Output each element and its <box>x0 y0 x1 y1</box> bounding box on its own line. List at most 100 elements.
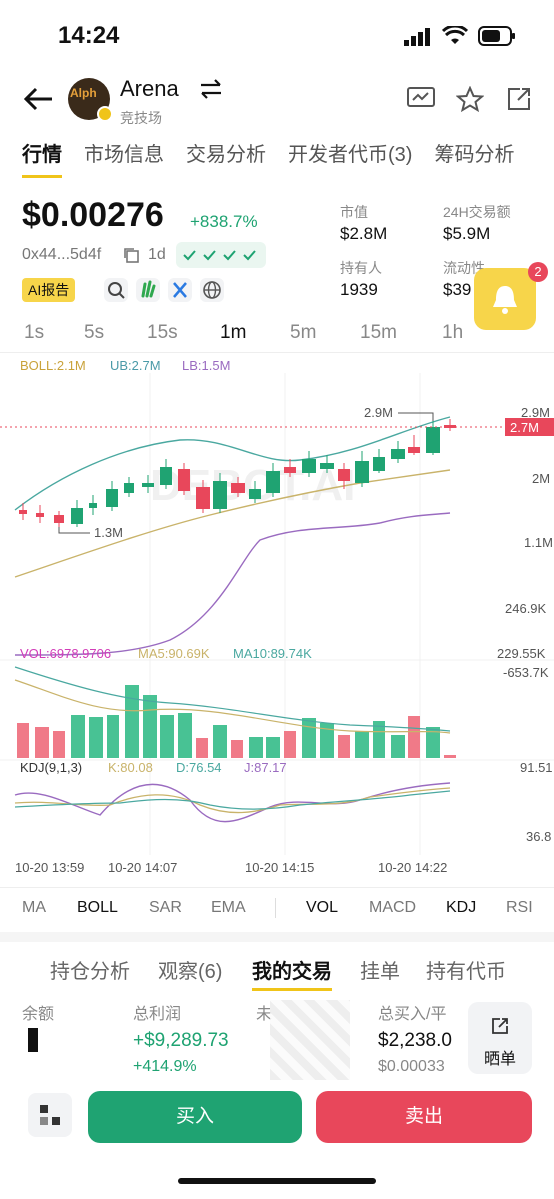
balance-label: 余额 <box>22 1006 55 1023</box>
total-buy-label: 总买入/平 <box>378 1006 447 1023</box>
buy-button[interactable]: 买入 <box>88 1091 302 1143</box>
more-button[interactable] <box>28 1093 72 1137</box>
tab-dev-tokens[interactable]: 开发者代币(3) <box>288 144 413 166</box>
indicator-ema[interactable]: EMA <box>211 899 246 916</box>
indicator-kdj[interactable]: KDJ <box>446 899 477 916</box>
tab-chip-analysis[interactable]: 筹码分析 <box>434 144 515 166</box>
indicator-boll[interactable]: BOLL <box>77 899 118 916</box>
main-tabs: 行情 市场信息 交易分析 开发者代币(3) 筹码分析 <box>0 138 554 180</box>
price-axis-1: 2.9M <box>521 405 550 420</box>
search-icon[interactable] <box>104 278 128 302</box>
swap-icon[interactable] <box>198 78 224 105</box>
unrealized-label: 未 <box>256 1006 273 1023</box>
bell-icon <box>493 286 517 314</box>
external-link-icon <box>492 1018 508 1034</box>
indicator-divider <box>275 898 276 918</box>
total-buy-value: $2,238.0 <box>378 1030 452 1051</box>
kdj-axis-bottom: 36.8 <box>526 829 551 844</box>
kdj-j-label: J:87.17 <box>244 760 287 775</box>
price-change: +838.7% <box>190 212 258 231</box>
liquidity-value: $39 <box>443 280 472 299</box>
contract-address[interactable]: 0x44...5d4f <box>22 246 102 263</box>
price-axis-4: 246.9K <box>505 601 547 616</box>
kdj-d-label: D:76.54 <box>176 760 222 775</box>
time-axis-2: 10-20 14:07 <box>108 860 177 875</box>
wifi-icon <box>441 24 469 51</box>
ai-report-label: AI报告 <box>28 282 70 298</box>
chart-svg: BOLL:2.1M UB:2.7M LB:1.5M DEBOT.AI <box>0 358 554 875</box>
interval-1s[interactable]: 1s <box>24 322 45 343</box>
status-time: 14:24 <box>58 22 120 49</box>
price-axis-5: -653.7K <box>503 665 549 680</box>
share-trade-label: 晒单 <box>483 1051 516 1068</box>
tab-market[interactable]: 行情 <box>22 138 62 178</box>
pnl-percent: +414.9% <box>133 1058 197 1075</box>
indicator-rsi[interactable]: RSI <box>506 899 533 916</box>
interval-5s[interactable]: 5s <box>84 322 105 343</box>
notification-badge: 2 <box>528 262 548 282</box>
star-icon[interactable] <box>455 85 485 117</box>
unrealized-redacted <box>270 1000 350 1080</box>
share-trade-button[interactable]: 晒单 <box>468 1002 532 1074</box>
tab-my-trades[interactable]: 我的交易 <box>252 955 332 991</box>
copy-icon[interactable] <box>122 246 140 269</box>
time-axis-3: 10-20 14:15 <box>245 860 314 875</box>
tab-market-info[interactable]: 市场信息 <box>84 144 164 166</box>
interval-1m[interactable]: 1m <box>220 322 247 343</box>
globe-icon[interactable] <box>200 278 224 302</box>
low-marker: 1.3M <box>94 525 123 540</box>
notification-button[interactable] <box>474 268 536 330</box>
action-bar: 买入 卖出 <box>0 1085 554 1155</box>
tab-holdings[interactable]: 持有代币 <box>426 961 506 983</box>
interval-1h[interactable]: 1h <box>442 322 464 343</box>
volume-value: $5.9M <box>443 224 491 243</box>
kdj-axis-top: 91.51 <box>520 760 553 775</box>
token-price: $0.00276 <box>22 196 164 234</box>
vol-axis: 229.55K <box>497 646 546 661</box>
avg-price-value: $0.00033 <box>378 1058 445 1075</box>
high-marker: 2.9M <box>364 405 393 420</box>
indicator-sar[interactable]: SAR <box>149 899 182 916</box>
vol-ma10-label: MA10:89.74K <box>233 646 312 661</box>
verified-badge-icon <box>97 106 113 122</box>
header: Alph Arena 竞技场 <box>0 70 554 130</box>
x-twitter-icon[interactable] <box>168 278 192 302</box>
interval-5m[interactable]: 5m <box>290 322 317 343</box>
boll-label: BOLL:2.1M <box>20 358 86 373</box>
grid-icon <box>40 1105 60 1125</box>
signal-icon <box>404 28 432 46</box>
token-subtitle: 竞技场 <box>120 110 162 126</box>
indicator-macd[interactable]: MACD <box>369 899 417 916</box>
security-checks <box>176 242 266 268</box>
candles <box>19 413 456 527</box>
interval-15s[interactable]: 15s <box>147 322 178 343</box>
balance-redacted <box>28 1028 38 1052</box>
token-age: 1d <box>148 246 166 263</box>
price-axis-3: 1.1M <box>524 535 553 550</box>
vol-ma5-label: MA5:90.69K <box>138 646 210 661</box>
current-price-tag-text: 2.7M <box>510 420 539 435</box>
tab-watchlist[interactable]: 观察(6) <box>158 961 223 983</box>
volume-label: 24H交易额 <box>443 204 511 220</box>
status-bar: 14:24 <box>0 0 554 70</box>
interval-15m[interactable]: 15m <box>360 322 397 343</box>
divider <box>0 887 554 888</box>
sell-button[interactable]: 卖出 <box>316 1091 532 1143</box>
indicator-ma[interactable]: MA <box>22 899 46 916</box>
battery-icon <box>478 26 516 51</box>
tab-positions[interactable]: 持仓分析 <box>50 961 130 983</box>
buy-label: 买入 <box>175 1106 214 1127</box>
ai-report-button[interactable]: AI报告 <box>22 278 76 302</box>
back-arrow-icon[interactable] <box>22 86 54 117</box>
hand-icon[interactable] <box>136 278 160 302</box>
indicator-vol[interactable]: VOL <box>306 899 339 916</box>
boll-ub-label: UB:2.7M <box>110 358 161 373</box>
monitor-icon[interactable] <box>406 86 436 117</box>
market-cap-label: 市值 <box>340 204 368 220</box>
tab-orders[interactable]: 挂单 <box>360 961 400 983</box>
price-chart[interactable]: BOLL:2.1M UB:2.7M LB:1.5M DEBOT.AI <box>0 355 554 885</box>
holders-label: 持有人 <box>340 260 382 276</box>
share-icon[interactable] <box>506 86 532 117</box>
tab-trade-analysis[interactable]: 交易分析 <box>186 144 266 166</box>
liquidity-label: 流动性 <box>443 260 485 276</box>
